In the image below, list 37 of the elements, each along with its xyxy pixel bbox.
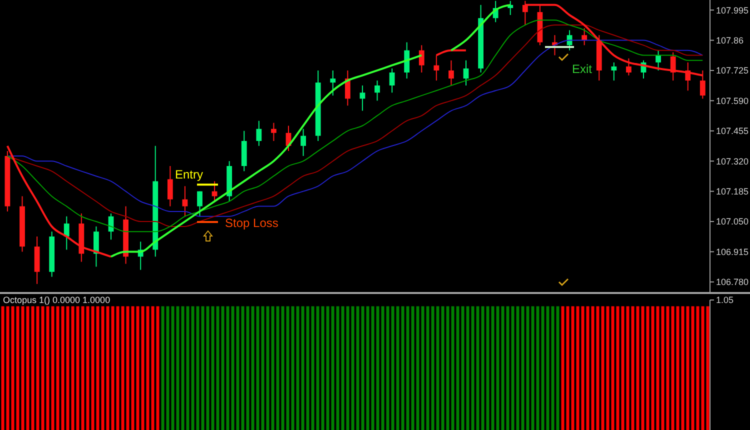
candlestick — [94, 226, 99, 268]
y-tick-label: 1.05 — [716, 295, 734, 306]
annotation: Stop Loss — [225, 216, 278, 230]
candlestick — [582, 28, 588, 46]
candlestick — [360, 84, 366, 112]
y-tick-label: 106.780 — [716, 277, 749, 288]
y-tick-label: 107.725 — [716, 66, 749, 76]
candlestick — [197, 190, 202, 217]
candlestick — [182, 186, 188, 217]
y-tick-label: 107.995 — [716, 5, 749, 16]
chart-title: Octopus 1() 0.0000 1.0000 — [3, 295, 110, 305]
candlestick — [434, 54, 440, 82]
y-tick-label: 107.320 — [716, 156, 749, 166]
y-tick-label: 107.455 — [716, 126, 749, 136]
candlestick — [344, 70, 350, 106]
candlestick — [374, 80, 380, 102]
candlestick — [463, 60, 469, 86]
y-tick-label: 106.915 — [716, 246, 749, 257]
candlestick — [389, 68, 395, 94]
candlestick — [167, 166, 173, 207]
candlestick — [271, 122, 276, 142]
candlestick — [256, 120, 262, 146]
annotation: Entry — [175, 168, 204, 182]
candlestick — [626, 58, 632, 76]
candlestick — [64, 216, 70, 250]
y-tick-label: 107.86 — [716, 35, 744, 46]
candlestick — [330, 70, 336, 96]
candlestick — [656, 50, 661, 71]
candlestick — [404, 42, 410, 80]
candlestick — [300, 128, 306, 156]
y-tick-label: 107.185 — [716, 186, 749, 197]
candlestick — [448, 60, 454, 86]
candlestick — [418, 44, 424, 73]
annotation: Exit — [572, 62, 593, 76]
y-tick-label: 107.050 — [716, 216, 749, 227]
y-tick-label: 107.590 — [716, 96, 749, 106]
candlestick — [611, 62, 617, 82]
